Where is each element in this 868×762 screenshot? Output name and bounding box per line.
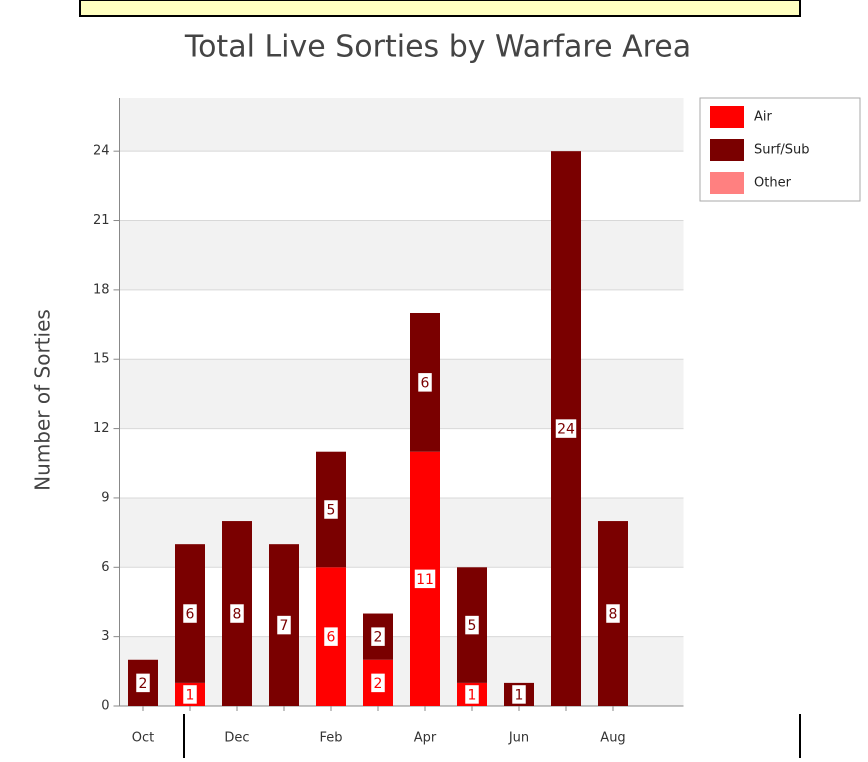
data-label-box (181, 683, 199, 706)
data-label-box (369, 672, 387, 694)
y-tick-label: 3 (101, 629, 109, 644)
data-label-box (554, 417, 578, 440)
data-label-box (369, 625, 387, 648)
data-label: 6 (186, 607, 195, 623)
data-label-box (322, 498, 340, 521)
y-tick-label: 21 (93, 213, 110, 228)
y-tick-label: 6 (101, 560, 109, 575)
data-label: 11 (416, 572, 434, 588)
data-label-box (275, 614, 293, 636)
data-label: 1 (515, 687, 524, 703)
data-label: 1 (468, 687, 477, 703)
legend-label: Surf/Sub (754, 143, 810, 158)
y-tick-label: 15 (93, 352, 110, 367)
data-label: 1 (186, 687, 195, 703)
y-tick-label: 12 (93, 421, 110, 436)
data-label: 2 (374, 676, 383, 692)
data-label: 5 (468, 618, 477, 634)
x-tick-label: Feb (319, 731, 342, 746)
data-label: 2 (139, 676, 148, 692)
data-label-box (510, 683, 528, 706)
x-tick-label: Jun (508, 731, 529, 746)
y-tick-label: 24 (93, 144, 110, 159)
data-label-box (463, 683, 481, 706)
banner (79, 0, 801, 17)
data-label-box (413, 568, 437, 590)
legend-swatch (710, 172, 744, 194)
x-tick-label: Aug (600, 731, 625, 746)
y-tick-label: 0 (101, 699, 109, 714)
data-label-box (416, 371, 434, 394)
x-tick-label: Oct (132, 731, 154, 746)
chart-title: Total Live Sorties by Warfare Area (184, 30, 691, 65)
x-tick-label: Dec (224, 731, 249, 746)
grid-band (119, 359, 684, 429)
x-tick-label: Apr (414, 731, 437, 746)
legend-label: Other (754, 176, 792, 191)
legend-swatch (710, 139, 744, 161)
data-label-box (134, 672, 152, 694)
y-axis-label: Number of Sorties (31, 309, 55, 491)
data-label: 6 (421, 375, 430, 391)
data-label: 8 (233, 607, 242, 623)
data-label: 5 (327, 502, 336, 518)
data-label-box (604, 602, 622, 625)
data-label: 7 (280, 618, 289, 634)
y-tick-label: 9 (101, 490, 109, 505)
grid-band (119, 220, 684, 290)
grid-band (119, 636, 684, 706)
legend-label: Air (754, 110, 773, 125)
data-label-box (228, 602, 246, 625)
data-label-box (322, 625, 340, 648)
grid-band (119, 497, 684, 568)
grid-band (119, 98, 684, 152)
data-label: 8 (609, 607, 618, 623)
data-label: 2 (374, 630, 383, 646)
legend-swatch (710, 106, 744, 128)
y-tick-label: 18 (93, 282, 110, 297)
data-label: 24 (557, 422, 575, 438)
data-label-box (463, 614, 481, 636)
data-label: 6 (327, 630, 336, 646)
data-label-box (181, 602, 199, 625)
